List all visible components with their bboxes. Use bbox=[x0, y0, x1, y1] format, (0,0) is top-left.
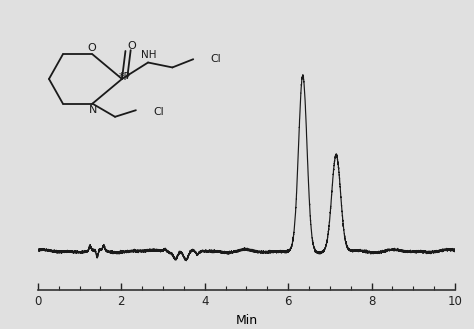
Text: O: O bbox=[87, 43, 96, 53]
Text: *P: *P bbox=[118, 72, 130, 82]
Text: N: N bbox=[89, 105, 98, 115]
Text: Cl: Cl bbox=[153, 107, 164, 117]
Text: O: O bbox=[127, 41, 136, 51]
X-axis label: Min: Min bbox=[236, 314, 257, 327]
Text: NH: NH bbox=[141, 50, 157, 60]
Text: Cl: Cl bbox=[210, 54, 221, 64]
